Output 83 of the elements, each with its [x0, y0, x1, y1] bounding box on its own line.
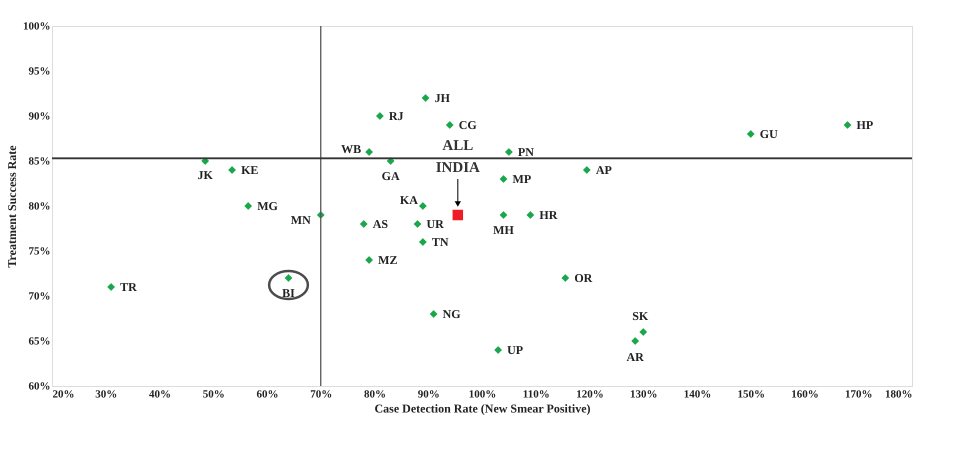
data-label: GA	[382, 169, 400, 183]
x-tick-label: 40%	[149, 388, 171, 400]
point	[376, 112, 384, 120]
point	[452, 210, 464, 220]
data-label: SK	[632, 309, 649, 323]
data-label: CG	[458, 118, 477, 132]
x-tick-label: 140%	[684, 388, 712, 400]
point	[244, 202, 252, 210]
x-tick-label: 150%	[738, 388, 765, 400]
point	[582, 166, 591, 174]
point	[414, 220, 422, 228]
data-label: JK	[198, 168, 214, 182]
point	[844, 121, 852, 129]
point	[494, 346, 502, 354]
y-axis-title: Treatment Success Rate	[5, 144, 19, 268]
x-tick-label: 180%	[885, 388, 912, 400]
point	[430, 310, 438, 318]
y-tick-label: 75%	[28, 246, 50, 258]
x-tick-label: 50%	[202, 388, 225, 400]
data-label: AR	[626, 350, 644, 364]
data-label: KE	[241, 163, 258, 177]
point	[526, 211, 534, 219]
data-label: AS	[372, 217, 388, 231]
point	[561, 274, 570, 282]
x-tick-label: 130%	[630, 388, 658, 400]
data-label: HR	[539, 208, 558, 222]
data-label: MH	[493, 223, 514, 237]
point	[631, 337, 640, 345]
point	[746, 130, 755, 138]
point	[500, 175, 508, 183]
x-tick-label: 110%	[522, 388, 550, 400]
point	[419, 202, 427, 210]
data-label: OR	[574, 271, 593, 285]
x-tick-label: 100%	[468, 388, 496, 400]
data-label: TN	[432, 235, 449, 249]
data-label: RJ	[388, 109, 404, 123]
data-label: NG	[442, 307, 461, 321]
point	[639, 328, 648, 336]
data-label: KA	[400, 193, 418, 207]
point	[446, 121, 454, 129]
x-tick-label: 90%	[418, 388, 440, 400]
data-label: MG	[257, 199, 278, 213]
x-tick-label: 170%	[845, 388, 872, 400]
x-tick-label: 80%	[364, 388, 386, 400]
x-tick-label: 30%	[95, 388, 118, 400]
y-tick-label: 95%	[28, 66, 50, 78]
data-label: BI	[282, 286, 296, 300]
point	[365, 148, 373, 156]
point	[365, 256, 373, 264]
point	[419, 238, 427, 246]
y-tick-label: 85%	[28, 156, 50, 168]
x-axis-title: Case Detection Rate (New Smear Positive)	[374, 402, 591, 416]
point	[422, 94, 430, 102]
point	[360, 220, 368, 228]
y-tick-label: 70%	[28, 290, 50, 302]
data-label: UR	[426, 217, 444, 231]
point	[284, 274, 292, 282]
x-tick-label: 160%	[791, 388, 819, 400]
y-tick-label: 90%	[28, 110, 50, 122]
data-label: UP	[507, 343, 524, 357]
point	[107, 283, 115, 291]
data-label: PN	[518, 145, 534, 159]
x-tick-label: 60%	[256, 388, 278, 400]
data-label: HP	[856, 118, 874, 132]
x-tick-label: 70%	[310, 388, 332, 400]
data-label: JH	[434, 91, 451, 105]
y-tick-label: 100%	[23, 20, 50, 32]
data-label: MZ	[378, 253, 398, 267]
point	[505, 148, 513, 156]
data-label: AP	[596, 163, 612, 177]
x-tick-label: 120%	[576, 388, 604, 400]
y-tick-label: 80%	[28, 200, 50, 212]
data-label: MN	[290, 213, 312, 227]
text: ALL INDIA	[436, 138, 480, 176]
data-label: GU	[760, 127, 778, 141]
y-tick-label: 60%	[28, 380, 50, 392]
data-label: MP	[512, 172, 532, 186]
x-tick-label: 20%	[52, 388, 74, 400]
data-label: WB	[341, 142, 362, 156]
data-label: TR	[120, 280, 138, 294]
y-tick-label: 65%	[28, 336, 50, 348]
point	[500, 211, 508, 219]
point	[228, 166, 236, 174]
